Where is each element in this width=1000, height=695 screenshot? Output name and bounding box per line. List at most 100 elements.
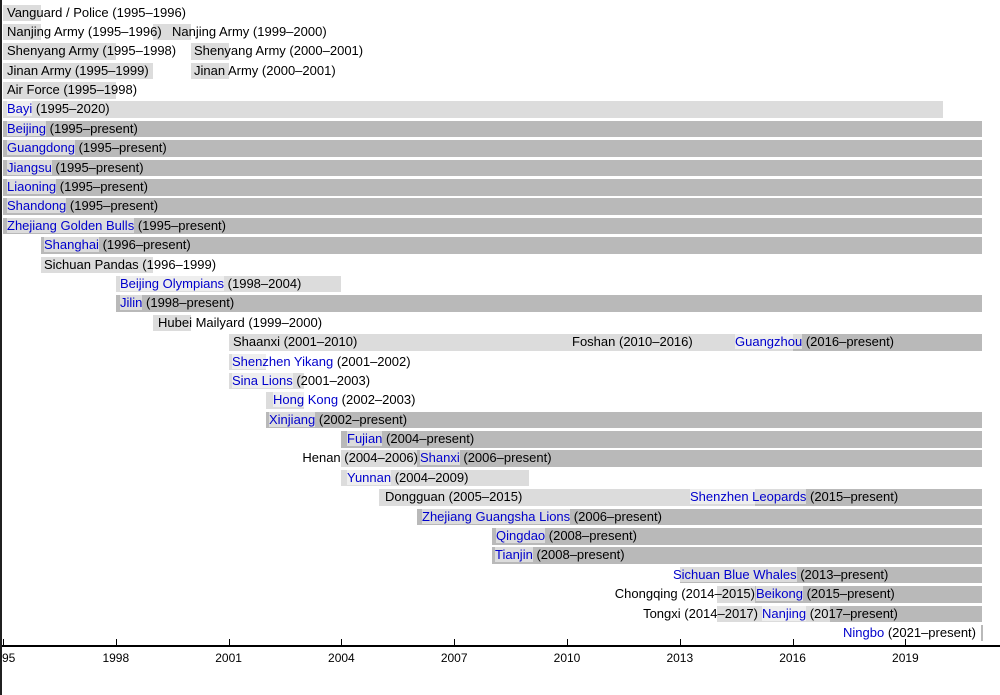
team-name: Shenyang Army xyxy=(194,43,286,59)
team-years: (2006–present) xyxy=(570,508,662,524)
team-link[interactable]: Tianjin xyxy=(495,547,533,563)
team-link[interactable]: Beikong xyxy=(756,586,803,602)
team-link[interactable]: Qingdao xyxy=(496,528,546,544)
timeline-row: Chongqing (2014–2015) Beikong (2015–prese… xyxy=(2,586,1000,603)
team-link[interactable]: Shenzhen Yikang xyxy=(232,353,334,369)
timeline-row: Air Force (1995–1998) xyxy=(2,82,1000,99)
team-link[interactable]: Shenzhen Leopards xyxy=(690,489,807,505)
x-axis-tick xyxy=(567,639,568,645)
timeline-row: Shenzhen Yikang (2001–2002) xyxy=(2,353,1000,371)
team-link[interactable]: Beijing Olympians xyxy=(120,275,225,291)
team-label: Jilin (1998–present) xyxy=(120,295,234,312)
team-label: Shandong (1995–present) xyxy=(7,198,158,215)
timeline-bar-segment xyxy=(3,23,41,41)
timeline-bar-segment xyxy=(266,411,983,429)
team-link[interactable]: Zhejiang Guangsha Lions xyxy=(422,508,571,524)
team-years: (1998–2004) xyxy=(224,275,302,291)
team-name: Shaanxi xyxy=(233,334,280,350)
timeline-row: Jilin (1998–present) xyxy=(2,295,1000,312)
timeline-bar-segment xyxy=(3,82,116,99)
x-axis-tick-label: 2007 xyxy=(440,651,468,665)
timeline-bar-segment xyxy=(491,547,983,564)
team-link[interactable]: Liaoning xyxy=(7,179,57,194)
team-link[interactable]: Shanghai xyxy=(44,237,99,253)
team-link[interactable]: Guangdong xyxy=(7,140,75,156)
timeline-bar-segment xyxy=(717,586,755,603)
team-years: (2015–present) xyxy=(802,586,895,602)
team-link[interactable]: Sina Lions xyxy=(232,372,293,388)
team-years: (1995–1999) xyxy=(71,62,149,78)
team-years: (1995–present) xyxy=(134,217,226,233)
team-link[interactable]: Guangzhou xyxy=(735,334,803,350)
x-axis-tick xyxy=(905,639,907,645)
timeline-row: Guangdong (1995–present) xyxy=(2,140,1000,157)
team-link[interactable]: Nanjing xyxy=(762,605,807,621)
timeline-row: Liaoning (1995–present) xyxy=(2,179,1000,196)
team-name: Henan xyxy=(302,450,341,466)
timeline-bar-segment xyxy=(341,450,417,467)
team-link[interactable]: Fujian xyxy=(347,431,383,447)
timeline-bar-segment xyxy=(341,431,983,448)
timeline-row: Vanguard / Police (1995–1996) xyxy=(2,4,1000,21)
team-link[interactable]: Sichuan Blue Whales xyxy=(673,566,797,582)
team-years: (2017–present) xyxy=(806,605,898,621)
team-name: Jinan Army xyxy=(7,62,72,78)
team-link[interactable]: Zhejiang Golden Bulls xyxy=(7,217,135,233)
team-link[interactable]: Shandong xyxy=(7,198,67,214)
team-years: (2013–present) xyxy=(796,566,889,582)
team-link[interactable]: Shanxi xyxy=(420,450,460,466)
team-link[interactable]: Xinjiang xyxy=(269,411,316,427)
timeline-bar-segment xyxy=(3,62,154,80)
team-label: Zhejiang Golden Bulls (1995–present) xyxy=(7,217,226,235)
team-years: (2000–2001) xyxy=(258,62,336,78)
team-years: (2014–2015) xyxy=(677,586,755,602)
x-axis-tick-label: 2010 xyxy=(553,651,581,665)
timeline-row: Jiangsu (1995–present) xyxy=(2,159,1000,177)
x-axis-tick-label: 2019 xyxy=(892,651,919,665)
team-label: Dongguan (2005–2015) xyxy=(385,489,522,506)
team-name: Shenyang Army xyxy=(7,43,99,59)
team-years: (2010–2016) xyxy=(615,334,693,350)
team-label: Nanjing Army (1995–1996) xyxy=(7,24,162,41)
team-name: Nanjing Army xyxy=(7,23,85,39)
x-axis-tick-label: 2013 xyxy=(666,651,694,665)
timeline-row: Beijing (1995–present) xyxy=(2,120,1000,138)
team-link[interactable]: Yunnan xyxy=(347,469,392,485)
team-years: (1995–present) xyxy=(74,140,167,156)
timeline-bar-segment xyxy=(115,295,983,312)
team-link[interactable]: Jiangsu xyxy=(7,159,52,175)
team-years: (1995–1996) xyxy=(84,23,162,39)
x-axis-tick-label: 2001 xyxy=(215,651,242,665)
timeline-row: Ningbo (2021–present) xyxy=(2,624,1000,642)
timeline-bar-segment xyxy=(3,43,116,60)
team-label: Sina Lions (2001–2003) xyxy=(232,372,370,390)
timeline-bar-segment xyxy=(792,334,983,351)
team-label: Ningbo (2021–present) xyxy=(843,624,976,642)
team-link[interactable]: Bayi xyxy=(7,101,33,117)
x-axis-tick-label: 95 xyxy=(2,651,16,665)
team-label: Tongxi (2014–2017) xyxy=(643,606,758,623)
team-label: Nanjing Army (1999–2000) xyxy=(172,24,327,41)
timeline-row: Beijing Olympians (1998–2004) xyxy=(2,275,1000,293)
timeline-bar-segment xyxy=(3,140,983,157)
team-label: Qingdao (2008–present) xyxy=(496,528,637,545)
timeline-row: Shanghai (1996–present) xyxy=(2,237,1000,254)
timeline-row: Dongguan (2005–2015) Shenzhen Leopards (2… xyxy=(2,489,1000,506)
team-label: Fujian (2004–present) xyxy=(347,431,474,448)
team-label: Sichuan Pandas (1996–1999) xyxy=(44,257,216,274)
team-link[interactable]: Jilin xyxy=(120,295,143,311)
team-years: (1995–2020) xyxy=(32,101,110,117)
team-years: (2004–present) xyxy=(382,431,475,447)
team-years: (2016–present) xyxy=(802,334,895,350)
team-link[interactable]: Beijing xyxy=(7,120,47,136)
team-link[interactable]: Ningbo xyxy=(843,624,885,640)
team-link[interactable]: Hong Kong xyxy=(273,392,339,408)
team-label: Beijing Olympians (1998–2004) xyxy=(120,275,302,293)
x-axis-tick xyxy=(792,639,794,645)
team-label: Hubei Mailyard (1999–2000) xyxy=(158,315,322,332)
team-label: Guangdong (1995–present) xyxy=(7,140,167,157)
timeline-row: Sichuan Pandas (1996–1999) xyxy=(2,256,1000,274)
team-years: (1999–2000) xyxy=(249,23,327,39)
timeline-bar-segment xyxy=(3,179,983,196)
team-years: (2000–2001) xyxy=(285,43,364,59)
